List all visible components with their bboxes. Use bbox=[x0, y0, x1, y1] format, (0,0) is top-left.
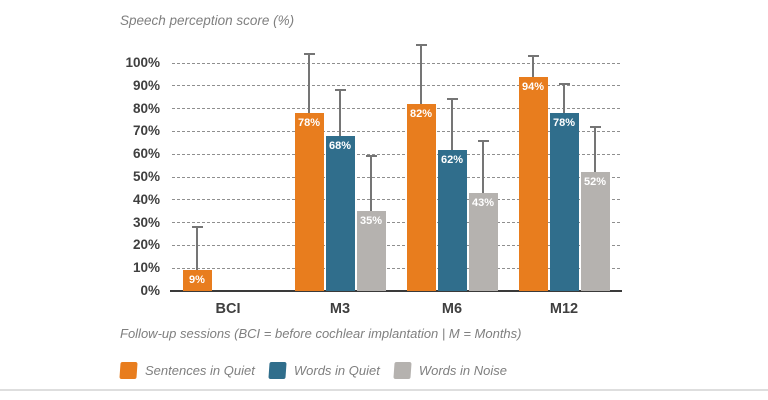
error-bar-line bbox=[196, 227, 198, 271]
error-bar-line bbox=[451, 99, 453, 150]
bar-bci-sentences-in-quiet: 9% bbox=[182, 270, 212, 291]
bar-value-label: 43% bbox=[471, 196, 495, 209]
y-tick-label-50: 50% bbox=[132, 169, 160, 184]
y-tick-label-30: 30% bbox=[132, 214, 160, 230]
error-bar-line bbox=[482, 140, 484, 193]
legend-item-words-in-noise: Words in Noise bbox=[393, 362, 507, 379]
bar-value-label: 9% bbox=[189, 274, 205, 287]
error-bar-cap bbox=[365, 155, 377, 158]
bar-value-label: 68% bbox=[328, 139, 352, 152]
chart-title: Speech perception score (%) bbox=[120, 13, 295, 28]
bar-m12-words-in-quiet: 78% bbox=[549, 113, 579, 291]
y-tick-label-80: 80% bbox=[132, 100, 160, 116]
gridline-30 bbox=[172, 222, 620, 224]
legend-swatch-icon bbox=[393, 362, 412, 379]
bar-m12-words-in-noise: 52% bbox=[580, 172, 610, 291]
x-tick-label-m3: M3 bbox=[329, 301, 351, 317]
chart-legend: Sentences in Quiet Words in Quiet Words in… bbox=[119, 362, 521, 379]
bottom-divider bbox=[0, 389, 768, 391]
gridline-20 bbox=[172, 244, 620, 246]
bar-value-label: 94% bbox=[521, 80, 545, 93]
y-tick-label-60: 60% bbox=[132, 146, 160, 162]
legend-label: Words in Noise bbox=[418, 363, 507, 378]
y-tick-label-40: 40% bbox=[132, 191, 160, 207]
error-bar-line bbox=[594, 126, 596, 173]
x-axis-line bbox=[170, 290, 622, 292]
y-tick-label-90: 90% bbox=[132, 77, 160, 93]
bar-value-label: 78% bbox=[552, 117, 576, 130]
error-bar-cap bbox=[477, 139, 489, 142]
error-bar-cap bbox=[527, 55, 539, 58]
legend-item-words-in-quiet: Words in Quiet bbox=[268, 362, 380, 379]
bar-m6-words-in-noise: 43% bbox=[468, 192, 498, 291]
error-bar-line bbox=[370, 156, 372, 212]
x-axis-caption: Follow-up sessions (BCI = before cochlea… bbox=[120, 326, 522, 341]
error-bar-cap bbox=[334, 89, 346, 92]
bar-m12-sentences-in-quiet: 94% bbox=[518, 76, 548, 291]
y-tick-label-70: 70% bbox=[132, 123, 160, 139]
error-bar-line bbox=[563, 83, 565, 114]
error-bar-cap bbox=[558, 82, 570, 85]
legend-swatch-icon bbox=[268, 362, 287, 379]
bar-m3-words-in-noise: 35% bbox=[356, 211, 386, 291]
y-tick-label-100: 100% bbox=[125, 55, 160, 70]
gridline-60 bbox=[172, 153, 620, 155]
gridline-10 bbox=[172, 267, 620, 269]
legend-item-sentences-in-quiet: Sentences in Quiet bbox=[119, 362, 255, 379]
error-bar-line bbox=[532, 56, 534, 77]
error-bar-line bbox=[339, 90, 341, 136]
bar-value-label: 82% bbox=[409, 108, 433, 121]
bar-value-label: 35% bbox=[359, 215, 383, 228]
gridline-90 bbox=[172, 85, 620, 87]
bar-value-label: 52% bbox=[583, 176, 607, 189]
bar-m6-sentences-in-quiet: 82% bbox=[406, 104, 436, 291]
x-tick-label-bci: BCI bbox=[215, 301, 241, 317]
error-bar-cap bbox=[303, 52, 315, 55]
error-bar-cap bbox=[589, 125, 601, 128]
x-tick-label-m6: M6 bbox=[441, 301, 463, 317]
error-bar-cap bbox=[191, 226, 203, 229]
gridline-50 bbox=[172, 176, 620, 178]
bar-m3-words-in-quiet: 68% bbox=[325, 135, 355, 291]
gridline-100 bbox=[172, 62, 620, 64]
y-tick-label-10: 10% bbox=[132, 260, 160, 276]
bar-value-label: 62% bbox=[440, 153, 464, 166]
legend-label: Words in Quiet bbox=[293, 363, 380, 378]
bar-m3-sentences-in-quiet: 78% bbox=[294, 113, 324, 291]
gridline-80 bbox=[172, 108, 620, 110]
bar-value-label: 78% bbox=[297, 117, 321, 130]
x-tick-label-m12: M12 bbox=[549, 301, 579, 317]
error-bar-line bbox=[308, 53, 310, 114]
error-bar-cap bbox=[415, 43, 427, 46]
gridline-70 bbox=[172, 130, 620, 132]
gridline-40 bbox=[172, 199, 620, 201]
legend-swatch-icon bbox=[119, 362, 138, 379]
error-bar-line bbox=[420, 44, 422, 105]
y-tick-label-20: 20% bbox=[132, 237, 160, 253]
error-bar-cap bbox=[446, 98, 458, 101]
legend-label: Sentences in Quiet bbox=[145, 363, 255, 378]
y-tick-label-0: 0% bbox=[140, 283, 160, 298]
bar-m6-words-in-quiet: 62% bbox=[437, 149, 467, 291]
